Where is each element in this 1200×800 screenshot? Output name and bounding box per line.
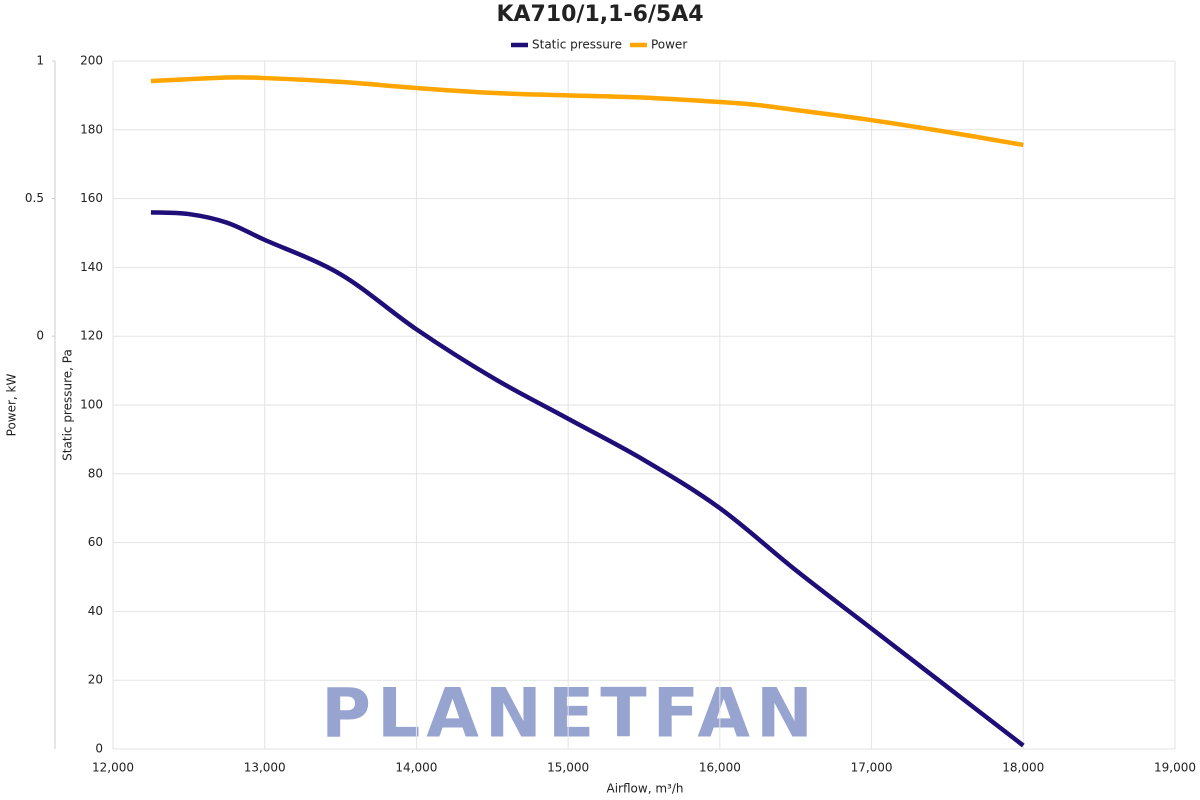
chart-title: KA710/1,1-6/5A4	[496, 2, 703, 27]
series-line	[150, 75, 1024, 148]
series-line	[150, 210, 1025, 748]
y-tick-label: 140	[80, 260, 103, 274]
y-tick-label: 160	[80, 191, 103, 205]
y-tick-label: 100	[80, 398, 103, 412]
x-tick-label: 18,000	[1002, 761, 1044, 775]
legend-label: Power	[651, 38, 687, 52]
y2-axis-label: Power, kW	[5, 374, 19, 437]
y-tick-label: 120	[80, 329, 103, 343]
x-tick-label: 16,000	[699, 761, 741, 775]
y-tick-label: 60	[88, 535, 103, 549]
y-axis-label: Static pressure, Pa	[61, 349, 75, 461]
y2-tick-label: 1	[36, 54, 44, 68]
y2-tick-label: 0.5	[25, 191, 44, 205]
y-tick-label: 0	[95, 742, 103, 756]
legend-label: Static pressure	[532, 38, 622, 52]
y-tick-label: 80	[88, 466, 103, 480]
y-tick-label: 200	[80, 54, 103, 68]
x-tick-label: 15,000	[547, 761, 589, 775]
watermark: PLANETFAN	[321, 675, 819, 754]
x-axis-label: Airflow, m³/h	[607, 782, 684, 796]
x-tick-label: 12,000	[92, 761, 134, 775]
x-tick-label: 14,000	[395, 761, 437, 775]
y2-tick-label: 0	[36, 329, 44, 343]
x-tick-label: 13,000	[244, 761, 286, 775]
y-tick-label: 40	[88, 604, 103, 618]
y-tick-label: 180	[80, 122, 103, 136]
y-tick-label: 20	[88, 673, 103, 687]
x-tick-label: 17,000	[851, 761, 893, 775]
x-tick-label: 19,000	[1154, 761, 1196, 775]
